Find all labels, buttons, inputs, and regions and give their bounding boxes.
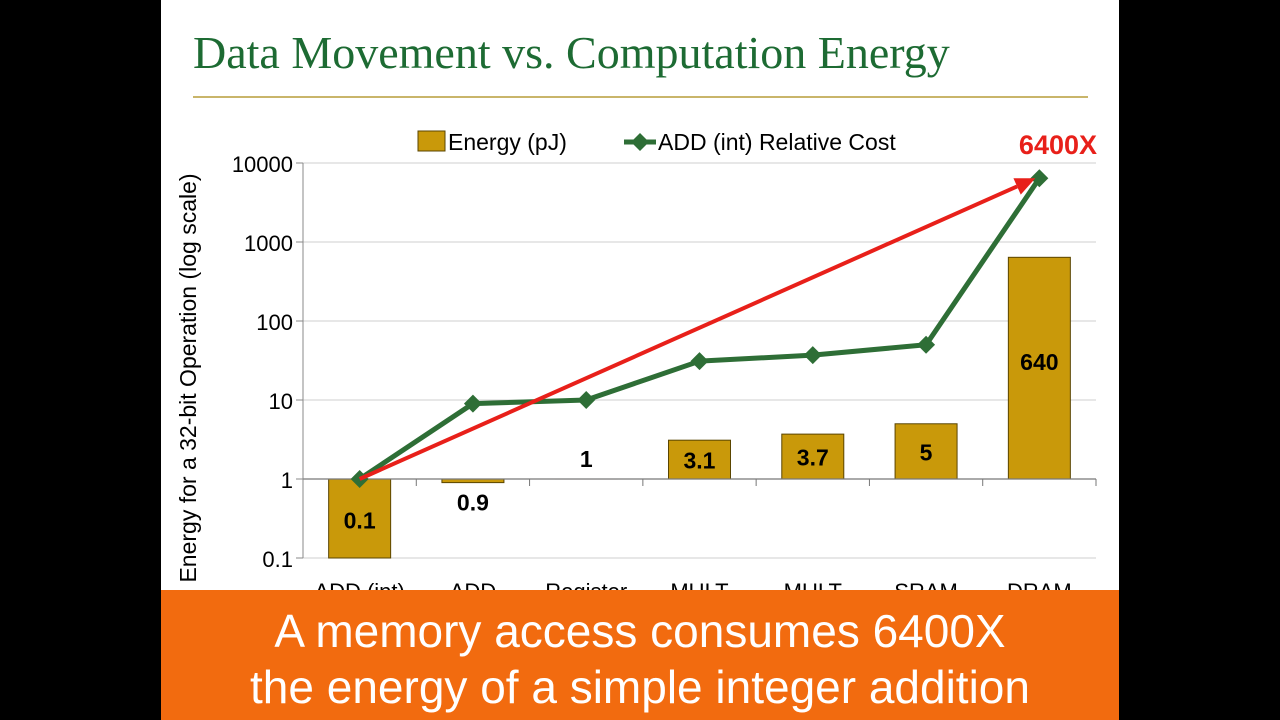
annotation-arrow [358,178,1036,481]
bar-data-label: 640 [1020,349,1058,375]
y-tick-label: 1000 [244,231,293,256]
bar-series [328,256,1071,559]
diamond-marker [1030,169,1049,188]
banner-line-1: A memory access consumes 6400X [274,605,1006,657]
diamond-marker [463,394,482,413]
legend-label: ADD (int) Relative Cost [658,129,896,155]
bar-data-label: 1 [580,446,593,472]
bar-data-label: 0.9 [457,490,489,516]
y-tick-label: 10000 [232,152,293,177]
legend: Energy (pJ) ADD (int) Relative Cost [417,129,896,155]
legend-swatch-bar [417,130,446,152]
title-divider [193,96,1088,98]
bar [894,423,958,480]
diamond-marker [577,391,596,409]
grid-lines [303,162,1096,559]
legend-diamond-marker [631,133,649,151]
y-tick-label: 10 [269,389,293,414]
diamond-marker [803,346,822,365]
bar [1007,256,1071,480]
bar-data-label: 3.7 [797,445,829,471]
bar [328,478,392,559]
y-tick-label: 1 [281,468,293,493]
y-axis-label: Energy for a 32-bit Operation (log scale… [175,173,201,582]
takeaway-banner [161,590,1119,720]
banner-line-2: the energy of a simple integer addition [250,661,1030,713]
line-series [350,169,1049,488]
slide-title: Data Movement vs. Computation Energy [193,27,950,78]
bar [781,433,845,480]
category-ticks [302,479,1097,486]
y-tick-label: 100 [256,310,293,335]
y-axis: 0.1 1 10 100 1000 10000 [232,152,304,572]
y-tick-label: 0.1 [262,547,293,572]
arrow-head [1013,178,1036,195]
legend-label: Energy (pJ) [448,129,567,155]
bar-data-label: 5 [920,439,933,465]
bar [668,439,731,480]
bar-data-labels: 0.1 0.9 1 3.1 3.7 5 640 [344,349,1059,533]
annotation-6400x: 6400X [1019,130,1097,160]
bar-data-label: 3.1 [684,448,716,474]
bar-data-label: 0.1 [344,508,376,534]
diamond-marker [690,352,709,371]
diamond-marker [917,335,936,354]
arrow-shaft [358,184,1018,481]
